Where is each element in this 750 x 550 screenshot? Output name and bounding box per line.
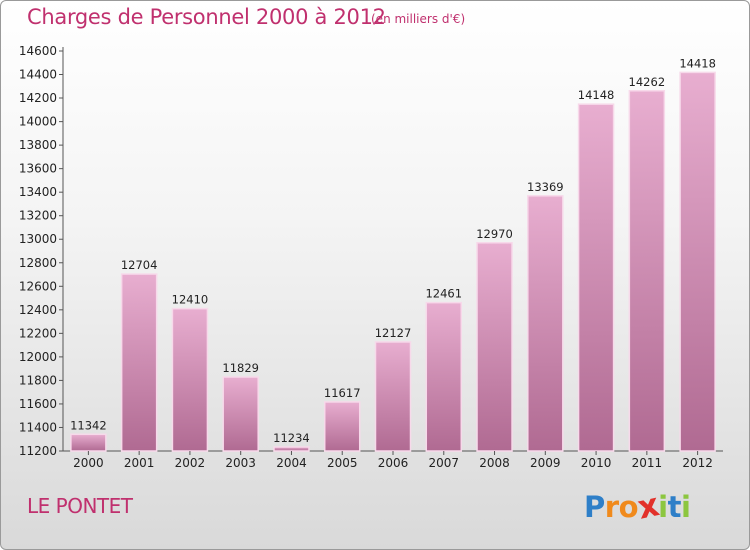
x-tick-label-2001: 2001: [124, 456, 155, 470]
data-label-2007: 12461: [425, 287, 462, 301]
y-tick-label: 12000: [19, 350, 57, 364]
bar-2007: [425, 301, 463, 452]
logo-letter: P: [584, 490, 605, 524]
x-tick-label-2012: 2012: [682, 456, 713, 470]
x-tick-label-2011: 2011: [632, 456, 663, 470]
bar-2002: [171, 307, 209, 452]
data-label-2012: 14418: [679, 56, 716, 70]
bar-2006: [374, 341, 412, 452]
logo-letter: o: [618, 490, 639, 524]
bar-2008: [476, 242, 513, 452]
y-tick-label: 11400: [19, 420, 57, 434]
data-label-2006: 12127: [375, 326, 412, 340]
data-label-2010: 14148: [578, 88, 615, 102]
bar-2004: [273, 446, 310, 452]
y-tick-label: 12600: [19, 279, 57, 293]
x-tick-label-2010: 2010: [581, 456, 612, 470]
y-tick-label: 13200: [19, 209, 57, 223]
data-label-2008: 12970: [476, 227, 513, 241]
y-tick-label: 12200: [19, 326, 57, 340]
y-tick-label: 12400: [19, 303, 57, 317]
data-label-2002: 12410: [172, 293, 209, 307]
y-tick-label: 11200: [19, 444, 57, 458]
proxiti-logo: Proxiti: [584, 485, 691, 526]
y-tick-label: 11600: [19, 397, 57, 411]
bar-2012: [679, 71, 716, 452]
y-tick-label: 13600: [19, 162, 57, 176]
y-tick-label: 14400: [19, 68, 57, 82]
city-name: LE PONTET: [27, 494, 133, 518]
x-tick-label-2006: 2006: [378, 456, 409, 470]
data-label-2000: 11342: [70, 418, 107, 432]
data-label-2003: 11829: [222, 361, 259, 375]
data-label-2005: 11617: [324, 386, 361, 400]
y-tick-label: 13000: [19, 232, 57, 246]
y-tick-label: 14600: [19, 44, 57, 58]
bar-2000: [70, 433, 107, 452]
bar-2005: [323, 401, 361, 452]
bar-2003: [222, 376, 259, 452]
x-tick-label-2000: 2000: [73, 456, 104, 470]
y-tick-label: 13400: [19, 185, 57, 199]
data-label-2001: 12704: [121, 258, 158, 272]
x-tick-label-2009: 2009: [530, 456, 561, 470]
chart-title: Charges de Personnel 2000 à 2012: [27, 5, 386, 29]
x-tick-label-2002: 2002: [175, 456, 206, 470]
x-tick-label-2003: 2003: [225, 456, 256, 470]
x-tick-label-2007: 2007: [428, 456, 459, 470]
logo-letter: i: [658, 490, 668, 524]
logo-letter: t: [667, 490, 682, 524]
y-tick-label: 11800: [19, 373, 57, 387]
x-tick-label-2008: 2008: [479, 456, 510, 470]
bar-2001: [120, 273, 158, 452]
y-tick-label: 13800: [19, 138, 57, 152]
x-tick-label-2004: 2004: [276, 456, 307, 470]
data-label-2011: 14262: [629, 75, 666, 89]
y-tick-label: 14000: [19, 115, 57, 129]
chart-subtitle: (en milliers d'€): [371, 12, 466, 26]
logo-letter: i: [680, 490, 691, 524]
data-label-2009: 13369: [527, 180, 564, 194]
logo-letter: r: [604, 490, 619, 524]
x-tick-label-2005: 2005: [327, 456, 358, 470]
bar-2010: [577, 103, 615, 452]
bar-2009: [527, 195, 564, 452]
y-tick-label: 12800: [19, 256, 57, 270]
y-tick-label: 14200: [19, 91, 57, 105]
bar-2011: [628, 90, 666, 452]
data-label-2004: 11234: [273, 431, 310, 445]
